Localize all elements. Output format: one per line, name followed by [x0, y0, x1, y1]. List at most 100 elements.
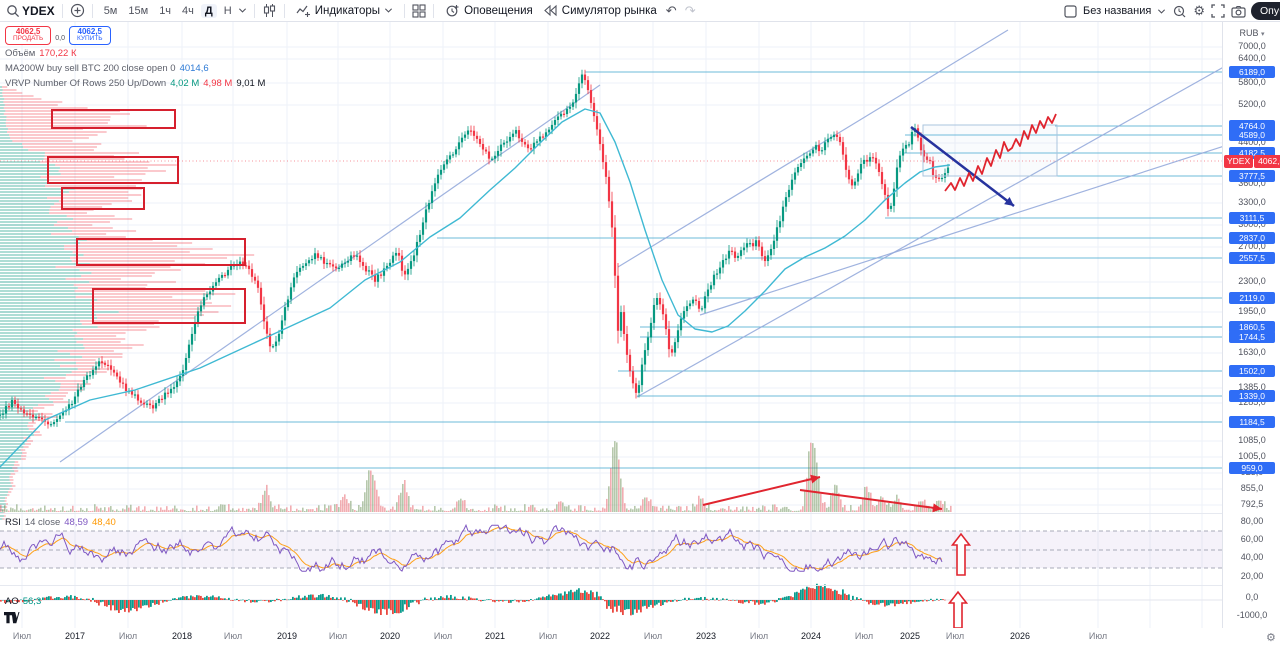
price-label: 3300,0: [1238, 197, 1266, 207]
grid-layer: [0, 22, 1222, 628]
timeframe-5м[interactable]: 5м: [103, 4, 118, 17]
chevron-down-icon[interactable]: [1157, 7, 1166, 16]
timeframe-dropdown-icon[interactable]: [238, 6, 247, 15]
rsi-legend[interactable]: RSI 14 close 48,59 48,40: [5, 517, 120, 528]
price-level-badge: 3111,5: [1229, 212, 1275, 224]
timeframe-Н[interactable]: Н: [223, 4, 232, 17]
layout-name[interactable]: Без названия: [1083, 5, 1152, 17]
timeframe-1ч[interactable]: 1ч: [159, 4, 172, 17]
price-label: 5200,0: [1238, 99, 1266, 109]
indicators-icon: [296, 3, 311, 18]
divider: [404, 3, 406, 18]
trade-panel: 4062,5 ПРОДАТЬ 0,0 4062,5 КУПИТЬ: [5, 26, 265, 46]
chart-layers: [0, 22, 1280, 628]
price-label: 7000,0: [1238, 41, 1266, 51]
time-tick-year: 2020: [379, 631, 401, 641]
price-level-badge: 2837,0: [1229, 232, 1275, 244]
axis-currency[interactable]: RUB ▾: [1239, 28, 1265, 38]
divider: [61, 3, 63, 18]
red-zone-box: [76, 238, 246, 266]
alert-clock-icon: [445, 3, 460, 18]
symbol-name[interactable]: YDEX: [22, 3, 55, 18]
divider: [91, 3, 93, 18]
time-tick-year: 2024: [800, 631, 822, 641]
price-label: 6400,0: [1238, 53, 1266, 63]
candles: [0, 69, 950, 429]
legend: 4062,5 ПРОДАТЬ 0,0 4062,5 КУПИТЬ Объём 17…: [5, 26, 265, 90]
fullscreen-icon[interactable]: [1211, 4, 1225, 18]
ao-legend[interactable]: AO 56,3: [5, 596, 45, 607]
time-tick-year: 2018: [171, 631, 193, 641]
sell-button[interactable]: 4062,5 ПРОДАТЬ: [5, 26, 52, 46]
tradingview-logo[interactable]: [4, 610, 21, 630]
price-label: 1950,0: [1238, 306, 1266, 316]
alerts-label: Оповещения: [464, 4, 533, 17]
time-tick-month: Июл: [328, 631, 348, 641]
alerts-button[interactable]: Оповещения: [441, 2, 537, 19]
legend-row[interactable]: MA200W buy sell BTC 200 close open 0 4014…: [5, 63, 209, 75]
replay-button[interactable]: Симулятор рынка: [539, 3, 661, 18]
price-level-badge: 2119,0: [1229, 292, 1275, 304]
price-level-badge: 959,0: [1229, 462, 1275, 474]
hollow-up-arrow: [950, 532, 972, 576]
price-level-badge: 3777,5: [1229, 170, 1275, 182]
legend-row[interactable]: Объём 170,22 К: [5, 48, 77, 60]
trend-lines[interactable]: [59, 29, 1280, 463]
rsi-value: 48,59: [64, 517, 89, 528]
time-tick-month: Июл: [945, 631, 965, 641]
price-label: 2300,0: [1238, 276, 1266, 286]
divider: [253, 3, 255, 18]
price-level-badge: 1502,0: [1229, 365, 1275, 377]
legend-row[interactable]: VRVP Number Of Rows 250 Up/Down 4,02 М 4,9…: [5, 78, 266, 90]
sell-price: 4062,5: [15, 27, 41, 36]
ao-value: 56,3: [22, 596, 42, 607]
top-toolbar: YDEX 5м 15м 1ч 4ч Д Н Индикаторы Оповещения С…: [0, 0, 1280, 22]
time-tick-month: Июл: [643, 631, 663, 641]
quick-search-history-icon[interactable]: [1172, 4, 1187, 19]
price-level-lines[interactable]: [0, 71, 1222, 469]
price-label: 4400,0: [1238, 137, 1266, 147]
time-settings-gear-icon[interactable]: ⚙: [1266, 632, 1276, 644]
red-zone-box: [92, 288, 246, 324]
save-layout-panel-icon[interactable]: [1064, 4, 1077, 18]
chevron-down-icon: [385, 8, 393, 13]
ao-scale-label: -1000,0: [1236, 610, 1268, 620]
pane-separator[interactable]: [0, 513, 1280, 514]
settings-gear-icon[interactable]: ⚙: [1193, 3, 1205, 18]
price-axis[interactable]: RUB ▾ 7000,0 6400,0 5800,0 5200,0 4400,0 3600…: [1222, 22, 1280, 628]
annotations[interactable]: [47, 109, 1058, 628]
rsi-scale-label: 60,00: [1240, 534, 1264, 544]
time-tick-month: Июл: [1088, 631, 1108, 641]
indicators-button[interactable]: Индикаторы: [292, 2, 397, 19]
time-axis[interactable]: ⚙ Июл 2017 Июл 2018 Июл 2019 Июл 2020 Июл 2021 Июл…: [0, 628, 1280, 647]
compare-add-icon[interactable]: [70, 3, 85, 18]
screenshot-camera-icon[interactable]: [1231, 5, 1246, 18]
timeframe-15м[interactable]: 15м: [128, 4, 149, 17]
layout-grid-icon[interactable]: [412, 3, 426, 18]
buy-label: КУПИТЬ: [76, 35, 103, 43]
symbol-search-icon[interactable]: [6, 4, 20, 18]
timeframe-Д[interactable]: Д: [200, 3, 217, 18]
redo-icon[interactable]: ↷: [684, 2, 696, 18]
ao-title: AO: [5, 596, 19, 607]
rsi-title: RSI: [5, 517, 21, 528]
rsi-scale-label: 80,00: [1240, 516, 1264, 526]
time-tick-month: Июл: [118, 631, 138, 641]
time-tick-year: 2023: [695, 631, 717, 641]
price-level-badge: 6189,0: [1229, 66, 1275, 78]
time-tick-month: Июл: [538, 631, 558, 641]
chart-style-candles-icon[interactable]: [262, 3, 277, 18]
undo-icon[interactable]: ↶: [665, 2, 677, 18]
buy-button[interactable]: 4062,5 КУПИТЬ: [68, 26, 111, 46]
time-tick-year: 2022: [589, 631, 611, 641]
price-level-badge: 2557,5: [1229, 252, 1275, 264]
red-zone-box: [61, 187, 145, 210]
timeframe-4ч[interactable]: 4ч: [182, 4, 194, 17]
price-label: 1385,0: [1238, 382, 1266, 392]
publish-button[interactable]: Опубликовать: [1251, 2, 1280, 20]
pane-separator[interactable]: [0, 585, 1280, 586]
replay-label: Симулятор рынка: [561, 4, 657, 17]
sell-label: ПРОДАТЬ: [13, 35, 44, 43]
